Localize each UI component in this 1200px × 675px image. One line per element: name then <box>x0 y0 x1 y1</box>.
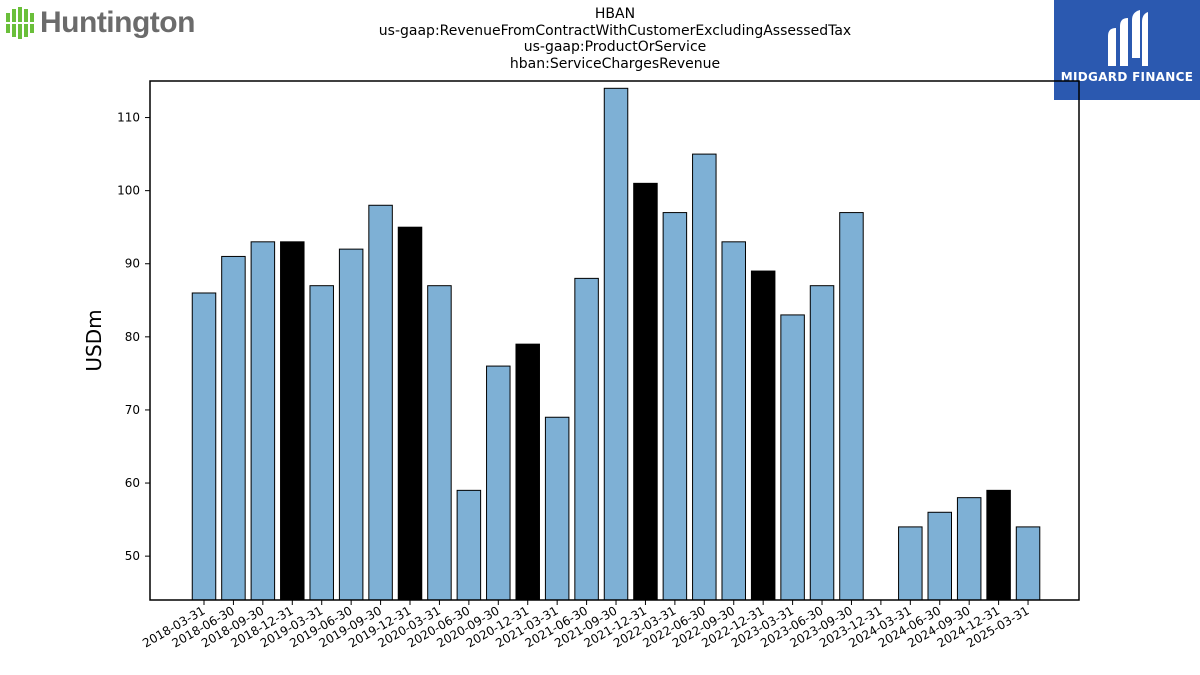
bar-2024-06-30 <box>927 511 952 601</box>
y-tick-label-50: 50 <box>125 549 140 563</box>
bar-2019-06-30 <box>338 248 364 601</box>
huntington-logo: Huntington <box>4 4 195 42</box>
y-tick-label-70: 70 <box>125 403 140 417</box>
y-tick-label-110: 110 <box>117 111 140 125</box>
midgard-m-icon <box>1108 10 1148 66</box>
bar-2024-09-30 <box>956 497 982 601</box>
bar-2019-12-31 <box>397 226 423 601</box>
title-line-axis: us-gaap:ProductOrService <box>523 39 707 55</box>
bar-2022-06-30 <box>692 153 717 601</box>
bar-2024-12-31 <box>986 489 1011 601</box>
bar-2023-09-30 <box>839 212 864 601</box>
bar-2025-03-31 <box>1015 526 1041 601</box>
bar-2022-12-31 <box>750 270 776 601</box>
bar-2018-03-31 <box>191 292 217 601</box>
bar-2020-03-31 <box>427 285 452 601</box>
plot-frame <box>149 80 1080 601</box>
bar-2021-09-30 <box>603 87 629 601</box>
bar-2019-03-31 <box>309 285 334 601</box>
bar-2023-06-30 <box>809 285 835 601</box>
y-tick-label-60: 60 <box>125 476 140 490</box>
bar-2021-03-31 <box>544 416 570 601</box>
bar-2022-09-30 <box>721 241 746 601</box>
bar-2018-12-31 <box>280 241 305 601</box>
bar-2020-09-30 <box>486 365 511 601</box>
bar-2022-03-31 <box>662 212 688 601</box>
y-tick-label-100: 100 <box>117 184 140 198</box>
bar-2023-03-31 <box>780 314 805 601</box>
title-line-concept: us-gaap:RevenueFromContractWithCustomerE… <box>378 22 852 39</box>
midgard-wordmark: MIDGARD FINANCE <box>1060 70 1194 84</box>
huntington-wordmark: Huntington <box>40 6 195 39</box>
title-line-member: hban:ServiceChargesRevenue <box>509 55 721 72</box>
y-tick-label-80: 80 <box>125 330 140 344</box>
bar-2018-06-30 <box>221 255 246 601</box>
bar-2020-06-30 <box>456 489 482 601</box>
chart-title: HBAN us-gaap:RevenueFromContractWithCust… <box>315 6 915 72</box>
title-line-ticker: HBAN <box>594 6 636 22</box>
y-tick-label-90: 90 <box>125 257 140 271</box>
bar-2020-12-31 <box>515 343 540 601</box>
bar-2021-12-31 <box>633 182 658 601</box>
huntington-bars-icon <box>6 7 34 39</box>
y-axis-label: USDm <box>82 309 106 371</box>
bar-2021-06-30 <box>574 277 599 601</box>
bar-2018-09-30 <box>250 241 276 601</box>
bar-2024-03-31 <box>898 526 923 601</box>
bar-2019-09-30 <box>368 204 393 601</box>
